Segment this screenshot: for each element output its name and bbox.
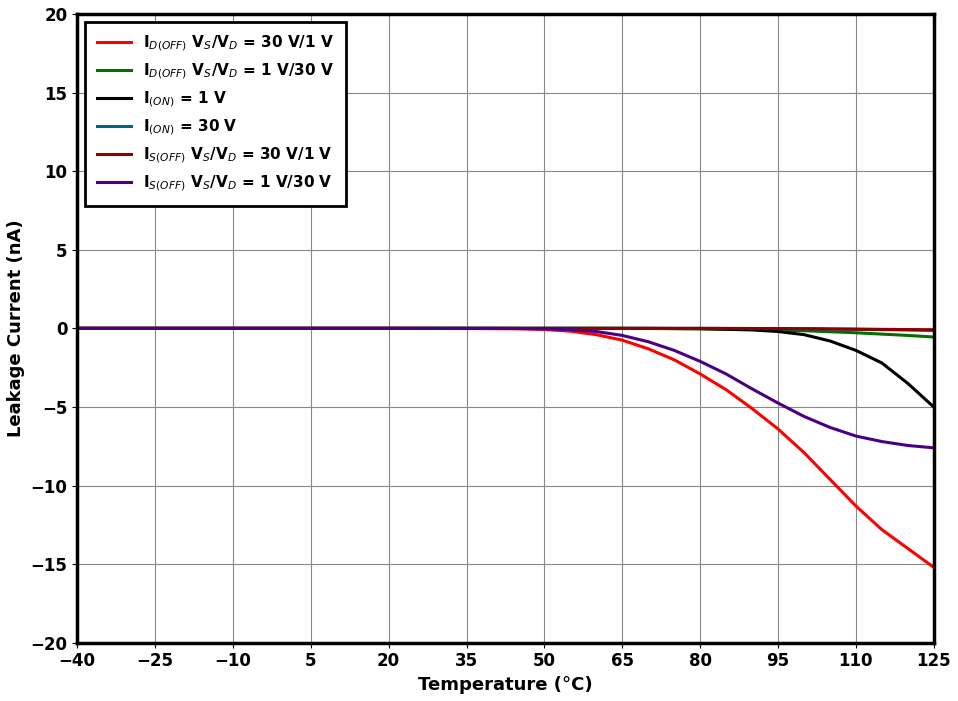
Line: I$_{S(OFF)}$ V$_S$/V$_D$ = 30 V/1 V: I$_{S(OFF)}$ V$_S$/V$_D$ = 30 V/1 V <box>78 328 934 330</box>
I$_{S(OFF)}$ V$_S$/V$_D$ = 1 V/30 V <box>720 369 732 378</box>
I$_{D(OFF)}$ V$_S$/V$_D$ = 30 V/1 V <box>72 324 83 332</box>
I$_{S(OFF)}$ V$_S$/V$_D$ = 1 V/30 V <box>798 412 810 421</box>
Y-axis label: Leakage Current (nA): Leakage Current (nA) <box>7 219 25 437</box>
I$_{D(OFF)}$ V$_S$/V$_D$ = 1 V/30 V <box>590 324 602 332</box>
I$_{D(OFF)}$ V$_S$/V$_D$ = 1 V/30 V <box>928 333 940 341</box>
I$_{(ON)}$ = 1 V <box>824 336 835 345</box>
I$_{D(OFF)}$ V$_S$/V$_D$ = 30 V/1 V <box>564 327 576 335</box>
I$_{D(OFF)}$ V$_S$/V$_D$ = 1 V/30 V <box>902 332 914 340</box>
I$_{S(OFF)}$ V$_S$/V$_D$ = 30 V/1 V <box>928 326 940 334</box>
I$_{(ON)}$ = 1 V <box>72 324 83 332</box>
I$_{D(OFF)}$ V$_S$/V$_D$ = 1 V/30 V <box>72 324 83 332</box>
I$_{S(OFF)}$ V$_S$/V$_D$ = 1 V/30 V <box>538 325 550 333</box>
I$_{D(OFF)}$ V$_S$/V$_D$ = 30 V/1 V <box>695 369 706 378</box>
I$_{D(OFF)}$ V$_S$/V$_D$ = 1 V/30 V <box>850 329 861 337</box>
I$_{(ON)}$ = 1 V <box>746 326 758 334</box>
I$_{(ON)}$ = 1 V <box>643 324 654 332</box>
I$_{S(OFF)}$ V$_S$/V$_D$ = 30 V/1 V <box>72 324 83 332</box>
I$_{S(OFF)}$ V$_S$/V$_D$ = 1 V/30 V <box>617 332 628 340</box>
I$_{D(OFF)}$ V$_S$/V$_D$ = 30 V/1 V <box>538 325 550 334</box>
I$_{(ON)}$ = 30 V <box>928 326 940 334</box>
Legend: I$_{D(OFF)}$ V$_S$/V$_D$ = 30 V/1 V, I$_{D(OFF)}$ V$_S$/V$_D$ = 1 V/30 V, I$_{(O: I$_{D(OFF)}$ V$_S$/V$_D$ = 30 V/1 V, I$_… <box>85 22 346 205</box>
I$_{S(OFF)}$ V$_S$/V$_D$ = 1 V/30 V <box>746 385 758 393</box>
I$_{D(OFF)}$ V$_S$/V$_D$ = 30 V/1 V <box>798 449 810 457</box>
I$_{S(OFF)}$ V$_S$/V$_D$ = 1 V/30 V <box>824 423 835 432</box>
I$_{(ON)}$ = 1 V <box>928 403 940 411</box>
I$_{(ON)}$ = 1 V <box>695 325 706 333</box>
I$_{S(OFF)}$ V$_S$/V$_D$ = 1 V/30 V <box>72 324 83 332</box>
I$_{D(OFF)}$ V$_S$/V$_D$ = 30 V/1 V <box>772 425 784 433</box>
I$_{D(OFF)}$ V$_S$/V$_D$ = 30 V/1 V <box>461 325 472 333</box>
I$_{S(OFF)}$ V$_S$/V$_D$ = 1 V/30 V <box>513 325 524 333</box>
I$_{S(OFF)}$ V$_S$/V$_D$ = 1 V/30 V <box>928 444 940 452</box>
I$_{(ON)}$ = 30 V <box>695 324 706 332</box>
I$_{D(OFF)}$ V$_S$/V$_D$ = 30 V/1 V <box>850 502 861 510</box>
Line: I$_{(ON)}$ = 1 V: I$_{(ON)}$ = 1 V <box>78 328 934 407</box>
I$_{D(OFF)}$ V$_S$/V$_D$ = 30 V/1 V <box>643 345 654 353</box>
I$_{S(OFF)}$ V$_S$/V$_D$ = 1 V/30 V <box>850 432 861 440</box>
I$_{(ON)}$ = 30 V <box>746 325 758 333</box>
I$_{(ON)}$ = 30 V <box>798 325 810 333</box>
I$_{D(OFF)}$ V$_S$/V$_D$ = 30 V/1 V <box>928 563 940 571</box>
I$_{D(OFF)}$ V$_S$/V$_D$ = 30 V/1 V <box>902 544 914 552</box>
I$_{S(OFF)}$ V$_S$/V$_D$ = 1 V/30 V <box>643 337 654 346</box>
I$_{S(OFF)}$ V$_S$/V$_D$ = 30 V/1 V <box>850 325 861 334</box>
I$_{D(OFF)}$ V$_S$/V$_D$ = 30 V/1 V <box>876 525 887 533</box>
I$_{D(OFF)}$ V$_S$/V$_D$ = 30 V/1 V <box>720 386 732 394</box>
I$_{S(OFF)}$ V$_S$/V$_D$ = 30 V/1 V <box>746 325 758 333</box>
I$_{D(OFF)}$ V$_S$/V$_D$ = 30 V/1 V <box>617 336 628 344</box>
I$_{D(OFF)}$ V$_S$/V$_D$ = 30 V/1 V <box>824 475 835 484</box>
Line: I$_{(ON)}$ = 30 V: I$_{(ON)}$ = 30 V <box>78 328 934 330</box>
Line: I$_{S(OFF)}$ V$_S$/V$_D$ = 1 V/30 V: I$_{S(OFF)}$ V$_S$/V$_D$ = 1 V/30 V <box>78 328 934 448</box>
I$_{D(OFF)}$ V$_S$/V$_D$ = 30 V/1 V <box>669 355 680 364</box>
I$_{S(OFF)}$ V$_S$/V$_D$ = 1 V/30 V <box>487 324 498 332</box>
I$_{S(OFF)}$ V$_S$/V$_D$ = 30 V/1 V <box>902 325 914 334</box>
I$_{S(OFF)}$ V$_S$/V$_D$ = 1 V/30 V <box>902 441 914 449</box>
I$_{(ON)}$ = 30 V <box>72 324 83 332</box>
I$_{(ON)}$ = 1 V <box>772 327 784 336</box>
I$_{(ON)}$ = 1 V <box>876 359 887 367</box>
I$_{(ON)}$ = 30 V <box>850 325 861 334</box>
I$_{D(OFF)}$ V$_S$/V$_D$ = 1 V/30 V <box>798 327 810 335</box>
I$_{S(OFF)}$ V$_S$/V$_D$ = 1 V/30 V <box>772 399 784 407</box>
I$_{D(OFF)}$ V$_S$/V$_D$ = 1 V/30 V <box>746 325 758 334</box>
I$_{(ON)}$ = 1 V <box>798 330 810 339</box>
I$_{S(OFF)}$ V$_S$/V$_D$ = 1 V/30 V <box>590 327 602 336</box>
I$_{D(OFF)}$ V$_S$/V$_D$ = 30 V/1 V <box>383 324 395 332</box>
I$_{(ON)}$ = 30 V <box>902 326 914 334</box>
I$_{D(OFF)}$ V$_S$/V$_D$ = 30 V/1 V <box>746 404 758 413</box>
I$_{D(OFF)}$ V$_S$/V$_D$ = 30 V/1 V <box>590 330 602 339</box>
I$_{(ON)}$ = 1 V <box>902 379 914 388</box>
X-axis label: Temperature (°C): Temperature (°C) <box>419 676 593 694</box>
I$_{S(OFF)}$ V$_S$/V$_D$ = 1 V/30 V <box>876 437 887 446</box>
I$_{S(OFF)}$ V$_S$/V$_D$ = 30 V/1 V <box>798 325 810 333</box>
I$_{S(OFF)}$ V$_S$/V$_D$ = 1 V/30 V <box>564 325 576 334</box>
I$_{D(OFF)}$ V$_S$/V$_D$ = 30 V/1 V <box>513 325 524 333</box>
I$_{S(OFF)}$ V$_S$/V$_D$ = 1 V/30 V <box>695 358 706 366</box>
I$_{S(OFF)}$ V$_S$/V$_D$ = 30 V/1 V <box>695 324 706 332</box>
Line: I$_{D(OFF)}$ V$_S$/V$_D$ = 1 V/30 V: I$_{D(OFF)}$ V$_S$/V$_D$ = 1 V/30 V <box>78 328 934 337</box>
I$_{S(OFF)}$ V$_S$/V$_D$ = 1 V/30 V <box>669 346 680 355</box>
I$_{(ON)}$ = 1 V <box>850 346 861 355</box>
Line: I$_{D(OFF)}$ V$_S$/V$_D$ = 30 V/1 V: I$_{D(OFF)}$ V$_S$/V$_D$ = 30 V/1 V <box>78 328 934 567</box>
I$_{D(OFF)}$ V$_S$/V$_D$ = 1 V/30 V <box>643 325 654 333</box>
I$_{D(OFF)}$ V$_S$/V$_D$ = 1 V/30 V <box>695 325 706 333</box>
